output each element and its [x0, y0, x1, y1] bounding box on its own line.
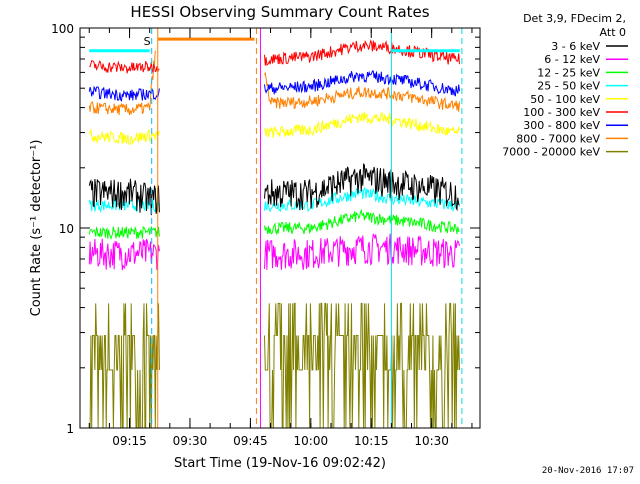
series-1	[88, 233, 460, 271]
series-line	[264, 111, 460, 139]
series-line	[89, 60, 160, 74]
x-tick-label: 10:15	[354, 434, 389, 448]
series-8	[89, 302, 460, 429]
y-tick-label: 1	[66, 422, 74, 436]
series-line	[264, 208, 460, 236]
series-line	[264, 186, 460, 213]
chart-title: HESSI Observing Summary Count Rates	[130, 3, 429, 21]
series-2	[88, 208, 460, 241]
x-tick-label: 09:30	[173, 434, 208, 448]
legend-label: 100 - 300 keV	[523, 106, 600, 119]
series-line	[88, 85, 160, 102]
x-tick-label: 09:45	[233, 434, 268, 448]
series-line	[88, 178, 160, 216]
legend-label: 50 - 100 keV	[530, 93, 600, 106]
legend-label: 300 - 800 keV	[523, 119, 600, 132]
x-tick-label: 10:00	[294, 434, 329, 448]
series-4	[88, 111, 460, 146]
series-line	[264, 163, 460, 212]
y-tick-label: 10	[59, 222, 74, 236]
plot-frame	[79, 27, 481, 429]
series-line	[88, 50, 156, 116]
legend-label: 12 - 25 keV	[537, 66, 600, 79]
series-line	[264, 38, 460, 66]
series-line	[264, 302, 460, 429]
series-line	[88, 238, 160, 271]
series-line	[88, 225, 160, 241]
x-tick-label: 09:15	[112, 434, 147, 448]
series-line	[88, 128, 160, 146]
y-axis-label: Count Rate (s⁻¹ detector⁻¹)	[29, 140, 44, 317]
series-0	[88, 163, 460, 216]
series-line	[264, 233, 460, 271]
legend-label: 800 - 7000 keV	[516, 132, 600, 145]
series-7	[88, 50, 460, 116]
series-line	[89, 303, 160, 429]
legend-label: 25 - 50 keV	[537, 80, 600, 93]
series-line	[264, 70, 460, 97]
series-6	[88, 70, 460, 102]
x-tick-label: 10:30	[414, 434, 449, 448]
legend-label: 7000 - 20000 keV	[502, 146, 600, 159]
legend-label: 6 - 12 keV	[544, 53, 600, 66]
legend-header: Att 0	[600, 26, 626, 39]
legend-header: Det 3,9, FDecim 2,	[523, 12, 626, 25]
y-tick-label: 100	[51, 22, 74, 36]
series-5	[89, 38, 460, 74]
legend-label: 3 - 6 keV	[551, 40, 600, 53]
timestamp: 20-Nov-2016 17:07	[541, 466, 634, 476]
x-axis-label: Start Time (19-Nov-16 09:02:42)	[174, 456, 386, 471]
annotation-s: S	[144, 35, 151, 48]
series-line	[264, 71, 460, 112]
